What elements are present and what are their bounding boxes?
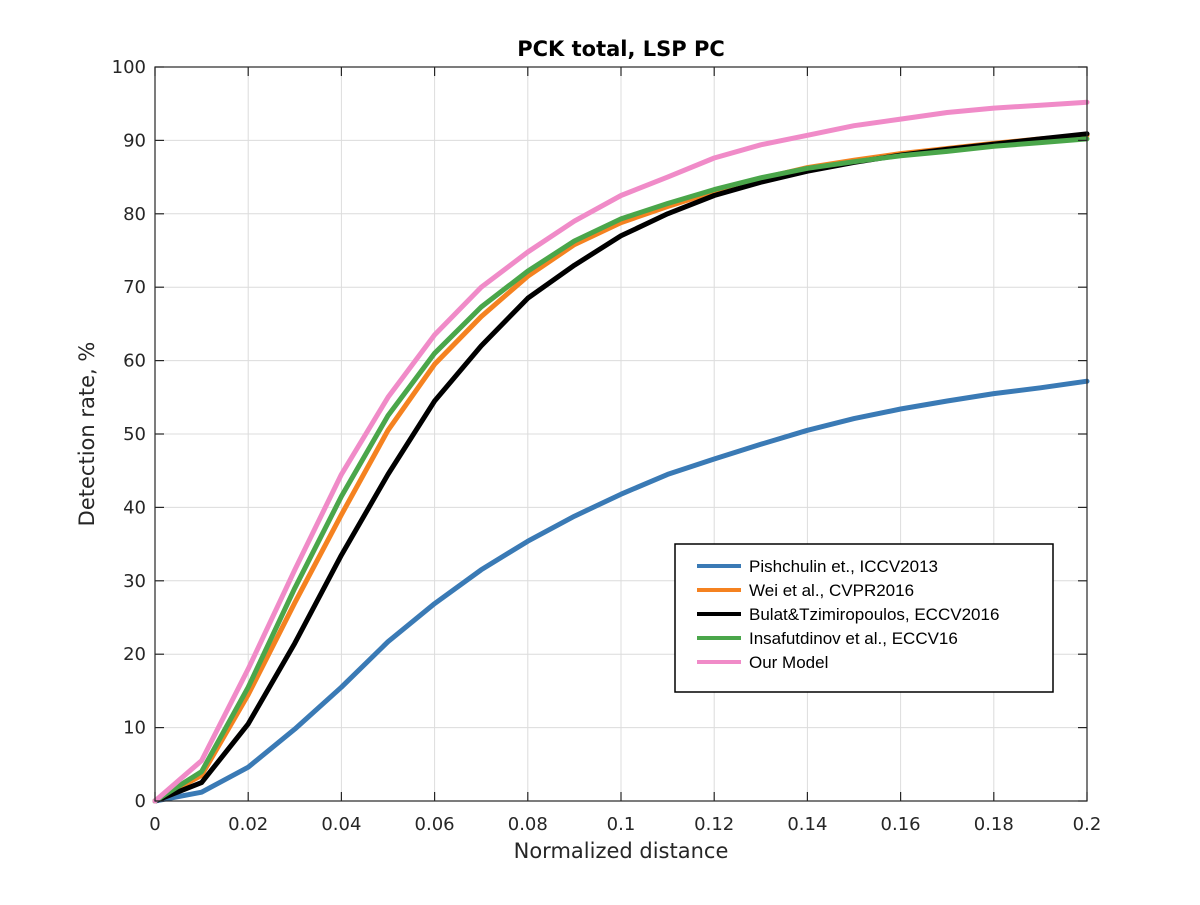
x-tick-label: 0.14 [787,814,827,835]
x-tick-label: 0.16 [881,814,921,835]
y-tick-label: 50 [123,424,146,445]
series-line-0 [152,378,1090,804]
x-tick-label: 0.02 [228,814,268,835]
y-tick-label: 20 [123,644,146,665]
y-tick-label: 100 [112,57,146,78]
legend-label-2: Bulat&Tzimiropoulos, ECCV2016 [749,605,999,624]
x-tick-label: 0.1 [607,814,636,835]
y-tick-label: 30 [123,571,146,592]
x-tick-label: 0.2 [1073,814,1102,835]
x-tick-label: 0.08 [508,814,548,835]
x-axis-label: Normalized distance [514,839,729,863]
legend-label-4: Our Model [749,653,828,672]
x-tick-label: 0.12 [694,814,734,835]
series-lines [152,99,1090,804]
ticks: 0 0.02 0.04 0.06 0.08 0.1 0.12 0.14 0.16 0.18 0.2 0… [112,57,1102,835]
legend-label-3: Insafutdinov et al., ECCV16 [749,629,958,648]
legend-label-0: Pishchulin et., ICCV2013 [749,557,938,576]
legend-box [674,543,1054,693]
legend: Pishchulin et., ICCV2013 Wei et al., CVPR… [674,543,1054,693]
y-axis-label: Detection rate, % [75,342,99,527]
x-tick-label: 0.18 [974,814,1014,835]
y-tick-label: 90 [123,130,146,151]
y-tick-label: 0 [135,791,146,812]
legend-label-1: Wei et al., CVPR2016 [749,581,914,600]
series-line-3 [152,136,1090,804]
y-tick-label: 40 [123,497,146,518]
y-tick-label: 80 [123,204,146,225]
x-tick-label: 0 [149,814,160,835]
y-tick-label: 60 [123,351,146,372]
x-tick-label: 0.06 [415,814,455,835]
y-tick-label: 10 [123,718,146,739]
series-line-4 [152,99,1090,804]
chart-title: PCK total, LSP PC [517,37,725,61]
y-tick-label: 70 [123,277,146,298]
x-tick-label: 0.04 [321,814,361,835]
